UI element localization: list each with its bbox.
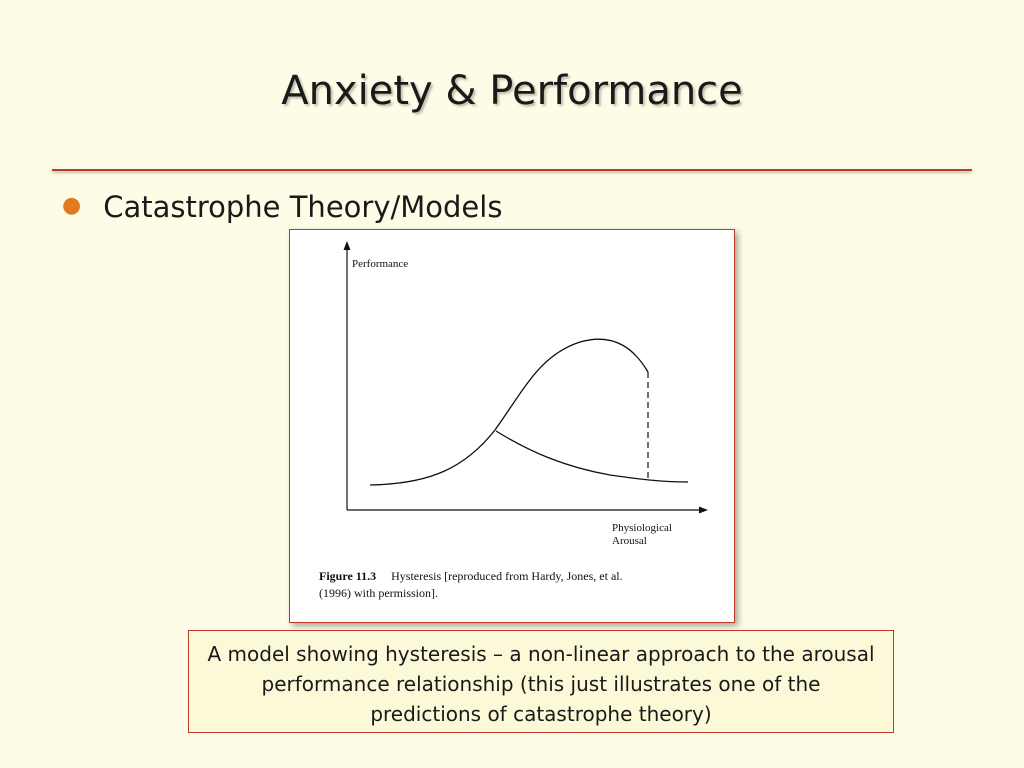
rising-curve bbox=[369, 338, 649, 486]
note-box: A model showing hysteresis – a non-linea… bbox=[188, 630, 894, 733]
hysteresis-figure: Performance Physiological Arousal Figure… bbox=[289, 229, 735, 623]
figure-caption-label: Figure 11.3 bbox=[319, 569, 376, 583]
bullet-text: Catastrophe Theory/Models bbox=[103, 190, 503, 224]
note-text: A model showing hysteresis – a non-linea… bbox=[207, 642, 875, 726]
y-axis-label: Performance bbox=[352, 258, 408, 270]
x-axis-label-line2: Arousal bbox=[612, 535, 647, 547]
bullet-item: ● Catastrophe Theory/Models bbox=[62, 190, 502, 224]
hysteresis-diagram: Performance Physiological Arousal Figure… bbox=[319, 241, 708, 600]
x-axis-arrow bbox=[699, 506, 708, 514]
slide-title: Anxiety & Performance bbox=[281, 68, 743, 114]
title-divider bbox=[52, 169, 972, 171]
figure-caption-text1: Hysteresis [reproduced from Hardy, Jones… bbox=[391, 569, 622, 583]
y-axis-arrow bbox=[343, 241, 351, 250]
x-axis-label-line1: Physiological bbox=[612, 522, 672, 534]
figure-caption-line2: (1996) with permission]. bbox=[319, 586, 438, 600]
falling-curve bbox=[495, 430, 689, 483]
figure-caption-line1: Figure 11.3 Hysteresis [reproduced from … bbox=[319, 569, 623, 583]
bullet-dot-icon: ● bbox=[62, 192, 82, 218]
